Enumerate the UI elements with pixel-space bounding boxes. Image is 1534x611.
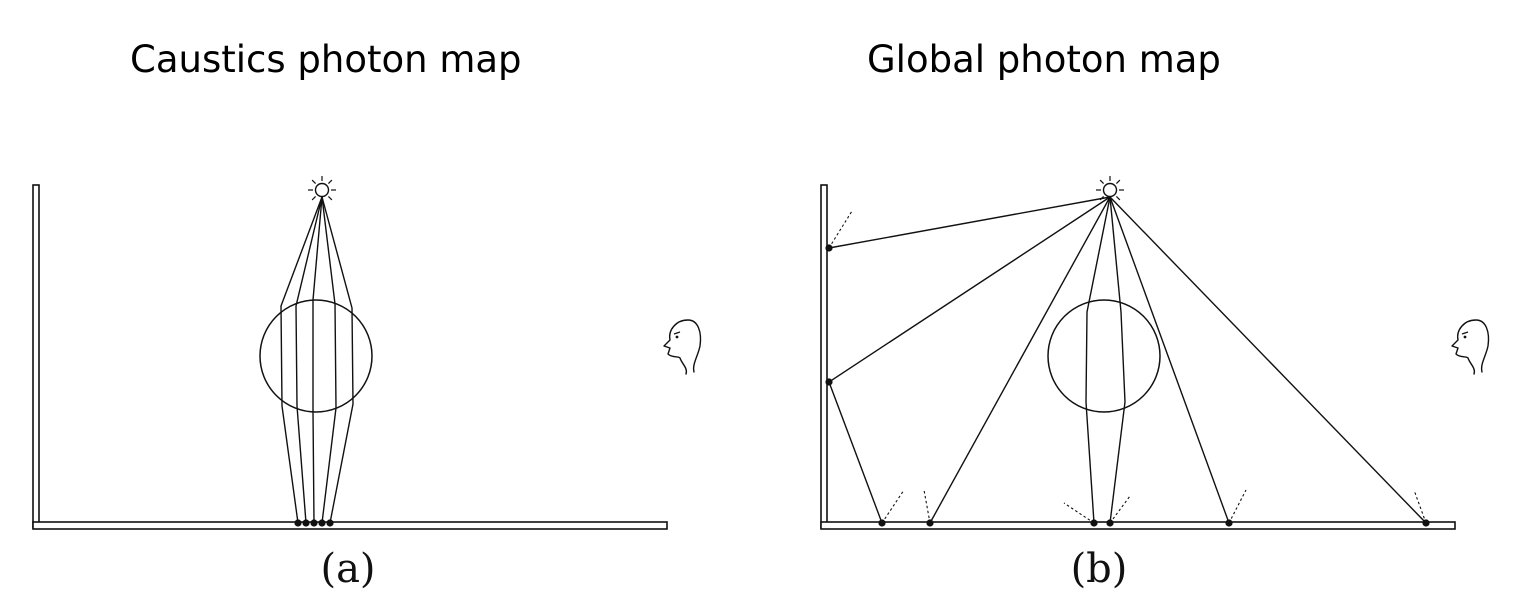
photon-path (1085, 196, 1111, 524)
photon-path (295, 196, 323, 524)
caustic-photon-paths (280, 196, 354, 524)
light-source-icon (1095, 175, 1125, 201)
photon-hit (926, 519, 934, 527)
caustics-panel-title: Caustics photon map (130, 38, 522, 81)
reflection-dash (1063, 502, 1095, 524)
photon-path (1109, 196, 1126, 524)
floor-a (32, 521, 668, 530)
photon-path (312, 196, 323, 524)
photon-hit (1422, 519, 1430, 527)
photon-hit (1106, 519, 1114, 527)
global-photon-paths (828, 196, 1427, 524)
reflection-dash (1228, 489, 1247, 524)
photon-hit (310, 519, 318, 527)
photon-hit (318, 519, 326, 527)
photon-path (1109, 196, 1427, 524)
reflection-dash (881, 489, 905, 524)
photon-path (321, 196, 337, 524)
light-source-icon (307, 175, 337, 201)
photon-hit (1090, 519, 1098, 527)
floor-b (820, 521, 1456, 530)
photon-path (828, 196, 1111, 524)
photon-path (1109, 196, 1230, 524)
photon-hit (326, 519, 334, 527)
caption-b: (b) (1071, 546, 1128, 592)
photon-hit (878, 519, 886, 527)
photon-hit (302, 519, 310, 527)
caustics-panel: (a) (32, 175, 702, 592)
eye-viewer-icon (663, 319, 702, 375)
photon-hit (825, 244, 833, 252)
reflection-dash (923, 489, 931, 524)
glass-sphere-a (259, 299, 373, 413)
wall-left-a (32, 184, 40, 529)
reflection-dash (828, 210, 853, 249)
reflection-dash (1413, 489, 1427, 524)
photon-hit (1225, 519, 1233, 527)
photon-hit (294, 519, 302, 527)
photon-path (321, 196, 354, 524)
photon-path (929, 196, 1111, 524)
eye-viewer-icon (1451, 319, 1490, 375)
caustic-photon-hits (294, 519, 334, 527)
global-panel-title: Global photon map (867, 38, 1221, 81)
global-photon-hits (825, 244, 1430, 527)
photon-path (280, 196, 323, 524)
wall-left-b (820, 184, 828, 529)
diffuse-reflection-markers (828, 210, 1427, 524)
reflection-dash (1109, 495, 1131, 524)
caption-a: (a) (320, 546, 375, 592)
glass-sphere-b (1047, 299, 1161, 413)
photon-path (828, 196, 1111, 249)
photon-hit (825, 378, 833, 386)
global-panel: (b) (820, 175, 1490, 592)
